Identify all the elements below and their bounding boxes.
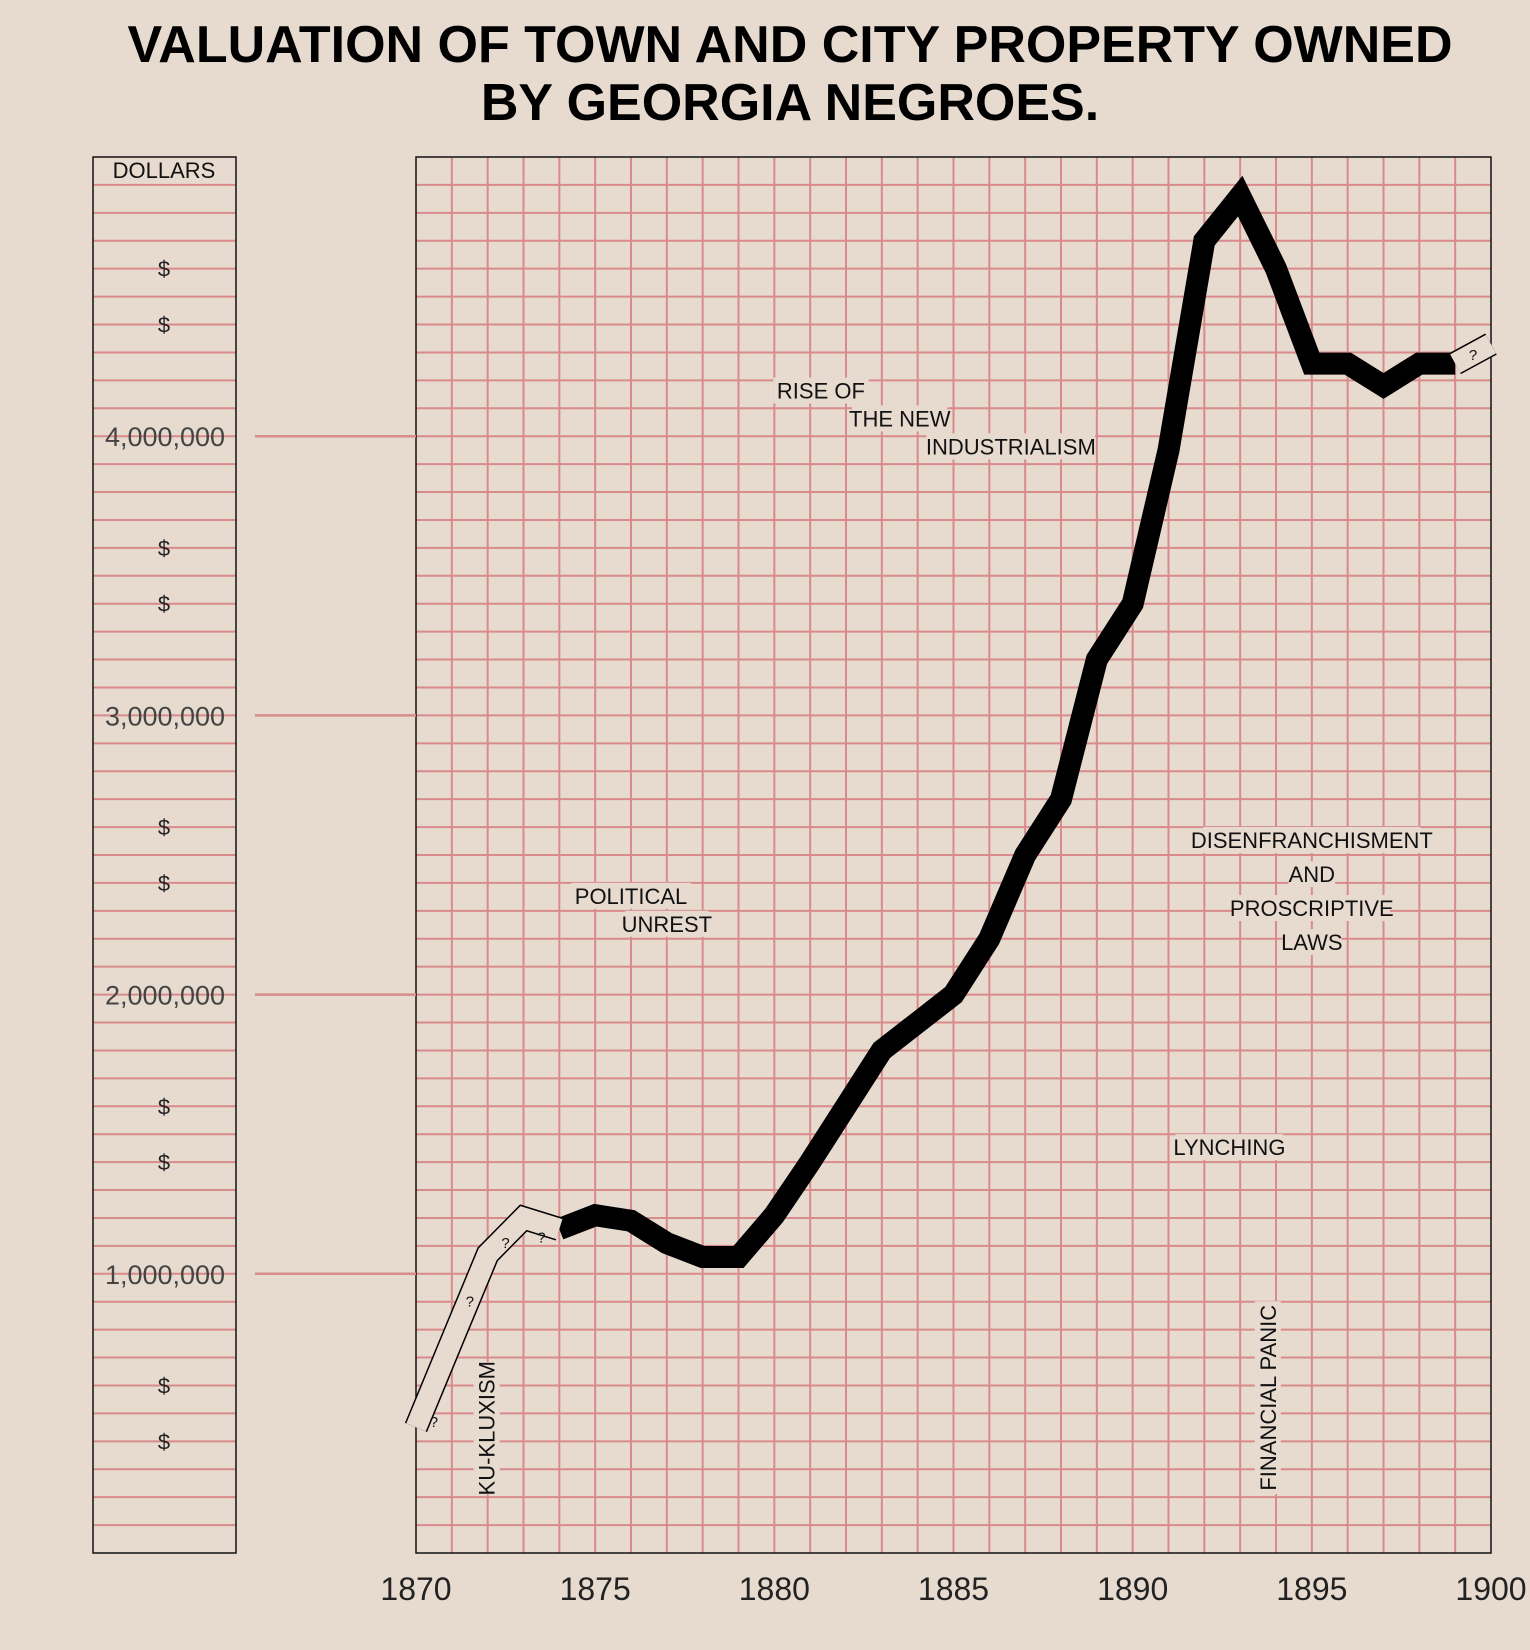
dollar-mark: $ xyxy=(158,1094,170,1119)
uncertainty-mark: ? xyxy=(430,1414,438,1431)
annotation-label: POLITICAL xyxy=(575,884,687,909)
series-line-uncertain-fill xyxy=(406,1206,563,1432)
chart-title-line-1: VALUATION OF TOWN AND CITY PROPERTY OWNE… xyxy=(127,16,1452,74)
y-unit-label: DOLLARS xyxy=(113,158,216,183)
plot-border xyxy=(415,156,1492,1554)
dollar-mark: $ xyxy=(158,871,170,896)
annotation-label-bg xyxy=(625,910,709,937)
annotation-label-bg xyxy=(852,405,948,432)
annotation-label-bg xyxy=(1175,1134,1284,1161)
y-tick-label: 2,000,000 xyxy=(105,981,225,1011)
dollar-mark: $ xyxy=(158,815,170,840)
annotation-label: PROSCRIPTIVE xyxy=(1230,896,1394,921)
uncertainty-mark: ? xyxy=(466,1294,474,1311)
series-line-uncertain-fill xyxy=(1450,334,1497,373)
annotation-label-group: UNREST xyxy=(622,910,712,937)
dollar-mark: $ xyxy=(158,592,170,617)
annotation-label: THE NEW xyxy=(849,406,951,431)
annotation-label-group: DISENFRANCHISMENT xyxy=(1191,827,1433,854)
annotation-label: AND xyxy=(1289,862,1335,887)
dollar-marks: $ $ $ $ $ $ $ $ $ $ xyxy=(158,257,170,1455)
dollar-mark: $ xyxy=(158,313,170,338)
annotation-rotated: KU-KLUXISM xyxy=(475,1361,500,1495)
annotation-label: RISE OF xyxy=(777,379,865,404)
annotation-label: LYNCHING xyxy=(1173,1135,1285,1160)
annotation-label: DISENFRANCHISMENT xyxy=(1191,828,1433,853)
x-tick-label: 1870 xyxy=(380,1571,451,1607)
x-tick-label: 1895 xyxy=(1276,1571,1347,1607)
dollar-mark: $ xyxy=(158,1150,170,1175)
annotation-label: INDUSTRIALISM xyxy=(926,434,1096,459)
x-tick-label: 1885 xyxy=(918,1571,989,1607)
uncertainty-mark: ? xyxy=(1469,347,1477,364)
annotation-rotated-bg xyxy=(473,1362,500,1495)
annotation-label-group: POLITICAL xyxy=(571,882,691,909)
dollar-mark: $ xyxy=(158,257,170,282)
data-series xyxy=(404,175,1497,1432)
chart-title-line-2: BY GEORGIA NEGROES. xyxy=(481,74,1099,132)
dollar-mark: $ xyxy=(158,536,170,561)
series-line-solid xyxy=(555,175,1456,1268)
x-tick-label: 1900 xyxy=(1455,1571,1526,1607)
uncertainty-marks: ????? xyxy=(430,347,1478,1431)
x-tick-label: 1875 xyxy=(560,1571,631,1607)
annotation-label-bg xyxy=(1288,861,1336,888)
dollar-scale-panel xyxy=(92,156,237,1554)
annotation-label-bg xyxy=(1203,827,1421,854)
y-major-tick-lines xyxy=(255,434,416,1276)
scale-panel-border xyxy=(92,156,237,1554)
annotation-label-group: LAWS xyxy=(1281,929,1343,956)
y-tick-label: 4,000,000 xyxy=(105,422,225,452)
y-tick-label: 3,000,000 xyxy=(105,701,225,731)
annotation-label-bg xyxy=(773,377,869,404)
annotation-label-group: AND xyxy=(1288,861,1336,888)
annotation-label-bg xyxy=(1282,929,1342,956)
annotation-label-bg xyxy=(1233,895,1391,922)
annotation-label: LAWS xyxy=(1281,930,1343,955)
x-tick-labels: 1870 1875 1880 1885 1890 1895 1900 xyxy=(380,1571,1526,1607)
annotation-label-group: INDUSTRIALISM xyxy=(926,433,1096,460)
uncertainty-mark: ? xyxy=(501,1235,509,1252)
x-tick-label: 1880 xyxy=(739,1571,810,1607)
y-tick-labels: 1,000,000 2,000,000 3,000,000 4,000,000 xyxy=(105,422,225,1290)
annotation-label: UNREST xyxy=(622,912,712,937)
annotation-label-group: LYNCHING xyxy=(1173,1134,1285,1161)
x-tick-label: 1890 xyxy=(1097,1571,1168,1607)
dollar-mark: $ xyxy=(158,1373,170,1398)
annotation-label-group: RISE OF xyxy=(773,377,869,404)
dollar-mark: $ xyxy=(158,1429,170,1454)
annotation-rotated-group: KU-KLUXISM xyxy=(473,1361,500,1495)
annotation-rotated-bg xyxy=(1254,1301,1281,1495)
annotation-rotated: FINANCIAL PANIC xyxy=(1256,1305,1281,1491)
annotation-label-bg xyxy=(571,882,691,909)
annotation-rotated-group: FINANCIAL PANIC xyxy=(1254,1301,1281,1495)
y-tick-label: 1,000,000 xyxy=(105,1260,225,1290)
annotation-label-bg xyxy=(926,433,1096,460)
annotation-label-group: PROSCRIPTIVE xyxy=(1230,895,1394,922)
uncertainty-mark: ? xyxy=(537,1230,545,1247)
annotation-label-group: THE NEW xyxy=(849,405,951,432)
